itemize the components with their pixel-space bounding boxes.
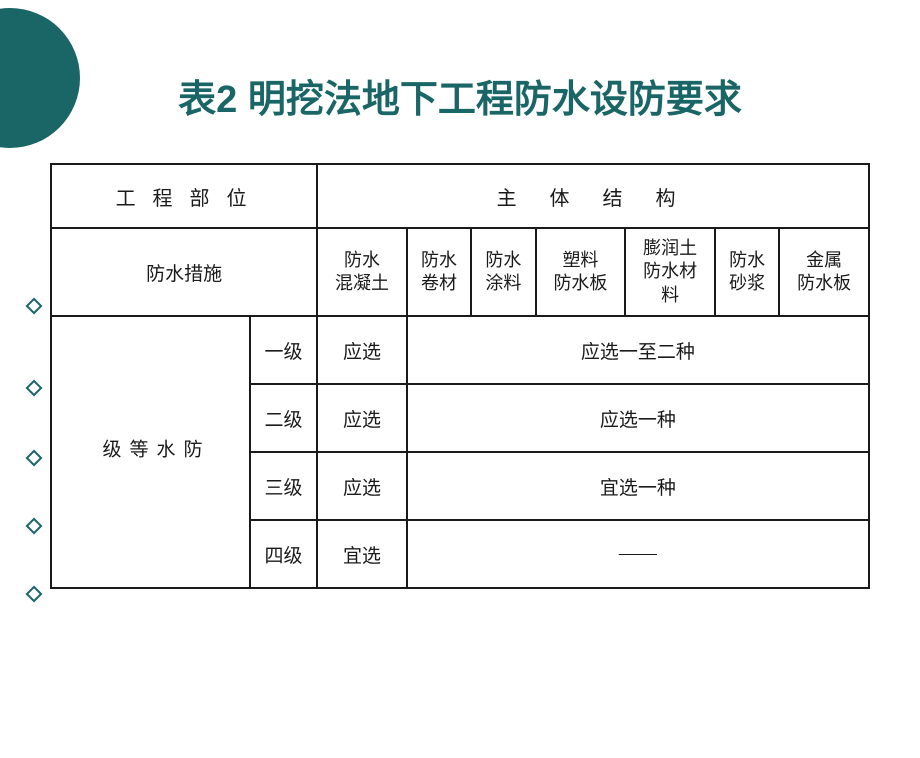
- requirements-table: 工 程 部 位 主 体 结 构 防水措施 防水混凝土 防水卷材 防水涂料 塑料防…: [50, 163, 870, 589]
- bullet-icon: [26, 380, 43, 397]
- measures-label: 防水措施: [51, 228, 317, 316]
- table-level-row: 防水等级 一级 应选 应选一至二种: [51, 316, 869, 384]
- level-rest: 应选一种: [407, 384, 869, 452]
- level-col1: 应选: [317, 452, 407, 520]
- level-group-label: 防水等级: [51, 316, 250, 588]
- level-name: 二级: [250, 384, 317, 452]
- level-name: 一级: [250, 316, 317, 384]
- level-col1: 宜选: [317, 520, 407, 588]
- table-container: 工 程 部 位 主 体 结 构 防水措施 防水混凝土 防水卷材 防水涂料 塑料防…: [50, 163, 870, 589]
- level-rest: 宜选一种: [407, 452, 869, 520]
- bullet-icon: [26, 518, 43, 535]
- bullet-icon: [26, 298, 43, 315]
- level-name: 四级: [250, 520, 317, 588]
- header-right: 主 体 结 构: [317, 164, 869, 228]
- level-rest: ——: [407, 520, 869, 588]
- bullet-icon: [26, 586, 43, 603]
- measure-col: 塑料防水板: [536, 228, 626, 316]
- level-col1: 应选: [317, 384, 407, 452]
- page-title: 表2 明挖法地下工程防水设防要求: [0, 68, 920, 123]
- bullet-icon: [26, 450, 43, 467]
- table-measures-row: 防水措施 防水混凝土 防水卷材 防水涂料 塑料防水板 膨润土防水材料 防水砂浆 …: [51, 228, 869, 316]
- level-name: 三级: [250, 452, 317, 520]
- measure-col: 防水混凝土: [317, 228, 407, 316]
- corner-decoration: [0, 8, 80, 148]
- level-col1: 应选: [317, 316, 407, 384]
- measure-col: 膨润土防水材料: [625, 228, 715, 316]
- measure-col: 防水卷材: [407, 228, 471, 316]
- level-rest: 应选一至二种: [407, 316, 869, 384]
- measure-col: 防水砂浆: [715, 228, 779, 316]
- measure-col: 金属防水板: [779, 228, 869, 316]
- header-left: 工 程 部 位: [51, 164, 317, 228]
- table-header-row: 工 程 部 位 主 体 结 构: [51, 164, 869, 228]
- measure-col: 防水涂料: [471, 228, 535, 316]
